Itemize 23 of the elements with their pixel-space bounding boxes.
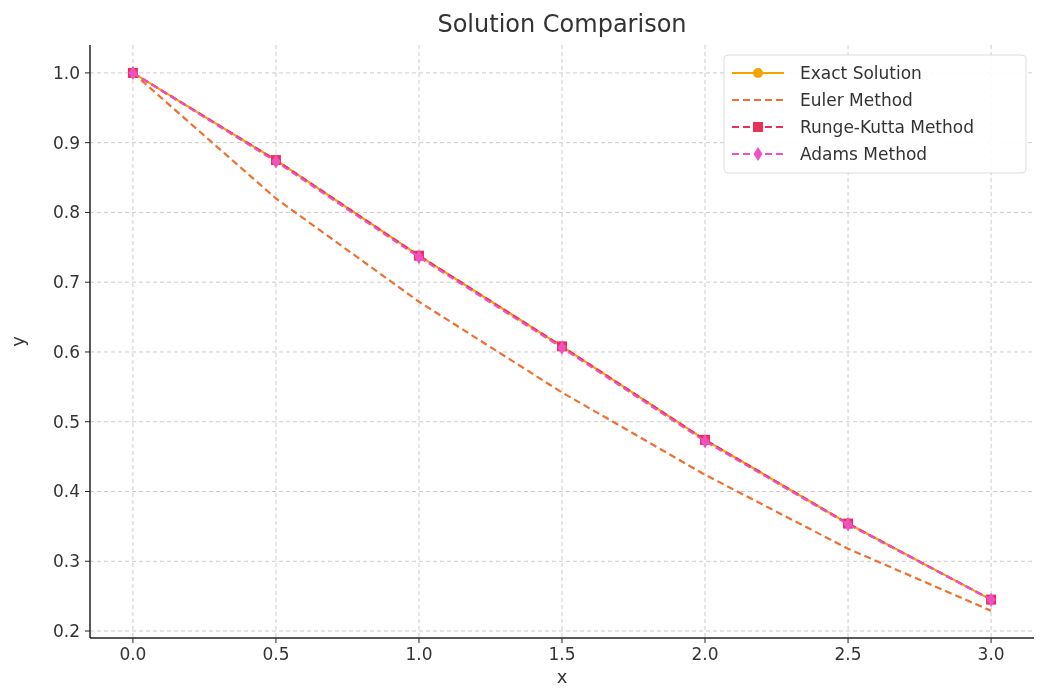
y-tick-label: 0.5 — [52, 411, 80, 432]
x-tick-label: 1.0 — [405, 644, 433, 664]
legend-label: Euler Method — [800, 89, 913, 110]
y-tick-label: 0.6 — [52, 341, 80, 362]
y-tick-label: 0.8 — [52, 202, 80, 223]
x-tick-label: 1.5 — [548, 644, 576, 664]
y-axis-title: y — [7, 335, 28, 347]
legend-label: Exact Solution — [800, 62, 922, 83]
x-tick-label: 0.5 — [262, 644, 290, 664]
x-tick-label: 0.0 — [119, 644, 147, 664]
y-tick-label: 0.2 — [52, 620, 80, 641]
x-tick-label: 3.0 — [977, 644, 1005, 664]
y-tick-label: 1.0 — [52, 62, 80, 83]
y-tick-label: 0.7 — [52, 272, 80, 293]
legend-label: Adams Method — [800, 143, 928, 164]
x-axis-title: x — [556, 666, 568, 687]
chart-title: Solution Comparison — [437, 10, 687, 38]
x-tick-label: 2.5 — [834, 644, 862, 664]
x-tick-label: 2.0 — [691, 644, 719, 664]
y-tick-label: 0.4 — [52, 481, 80, 502]
y-tick-label: 0.9 — [52, 132, 80, 153]
y-tick-label: 0.3 — [52, 551, 80, 572]
legend-label: Runge-Kutta Method — [800, 116, 974, 137]
